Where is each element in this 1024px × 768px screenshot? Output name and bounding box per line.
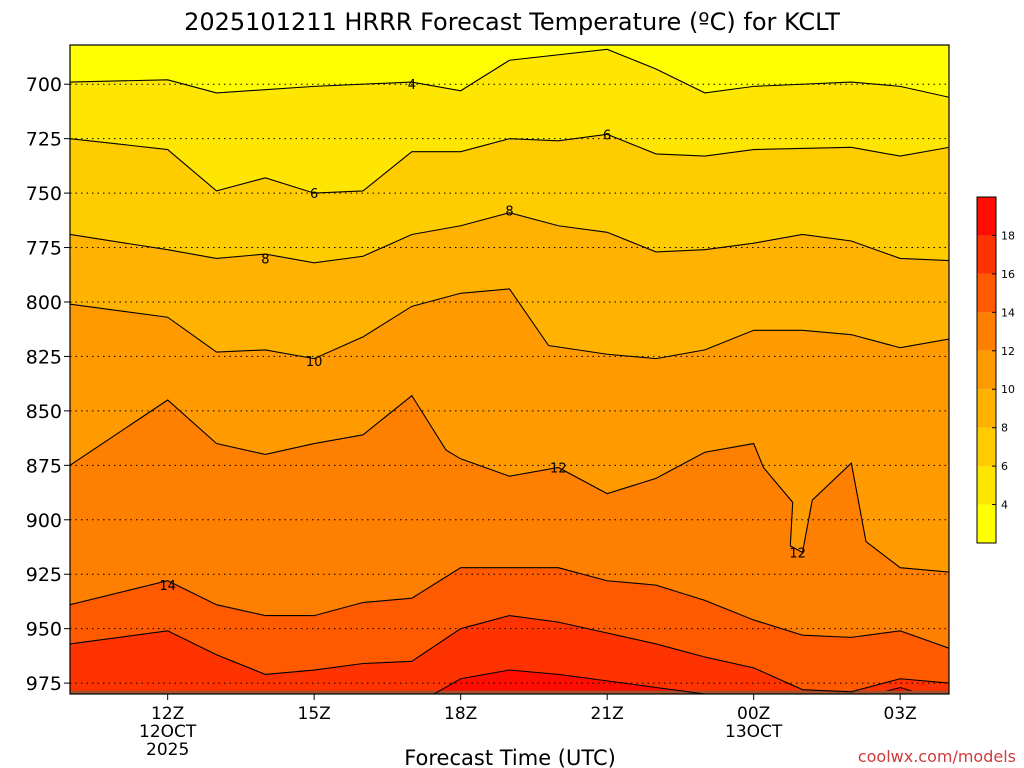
y-tick-label-950: 950 xyxy=(26,619,62,641)
y-tick-label-925: 925 xyxy=(26,564,62,586)
colorbar-swatch-2 xyxy=(977,504,996,543)
band-above-16 xyxy=(70,615,949,694)
colorbar-label-8: 8 xyxy=(1001,422,1008,435)
colorbar-swatch-18 xyxy=(977,197,996,236)
ground-layer xyxy=(70,690,949,694)
contour-12 xyxy=(70,394,949,573)
y-tick-label-875: 875 xyxy=(26,455,62,477)
surface-ground xyxy=(70,690,949,694)
y-tick-label-850: 850 xyxy=(26,401,62,423)
y-tick-label-725: 725 xyxy=(26,129,62,151)
contour-10 xyxy=(70,288,949,360)
contour-label-12-b: 12 xyxy=(789,546,806,561)
colorbar-label-4: 4 xyxy=(1001,499,1008,512)
colorbar-swatch-14 xyxy=(977,273,996,313)
contour-4 xyxy=(70,48,949,98)
contour-label-6-b: 6 xyxy=(603,128,611,143)
x-tick-label-21Z: 21Z xyxy=(591,704,624,724)
contour-label-8: 8 xyxy=(261,252,269,267)
y-tick-label-700: 700 xyxy=(26,74,62,96)
colorbar-swatch-4 xyxy=(977,466,996,505)
x-tick-sublabel: 2025 xyxy=(146,740,189,760)
contour-label-6: 6 xyxy=(310,187,318,202)
contour-8 xyxy=(70,212,949,264)
isotherm-labels: 4 6 8 10 12 14 12 6 8 xyxy=(159,78,805,594)
x-tick-label-00Z: 00Z xyxy=(737,704,770,724)
contour-6 xyxy=(70,133,949,194)
colorbar: 4 6 8 10 12 14 16 18 xyxy=(976,196,1015,544)
colorbar-label-18: 18 xyxy=(1001,229,1015,242)
y-tick-label-800: 800 xyxy=(26,292,62,314)
contour-14 xyxy=(70,567,949,649)
y-tick-label-750: 750 xyxy=(26,183,62,205)
colorbar-frame xyxy=(976,196,997,544)
plot-frame xyxy=(69,44,950,695)
contour-label-10: 10 xyxy=(306,355,323,370)
colorbar-label-14: 14 xyxy=(1001,306,1015,319)
pressure-axis: 700 725 750 775 800 825 850 875 900 925 950 975 xyxy=(26,74,70,695)
band-above-18 xyxy=(434,670,705,694)
x-axis-label: Forecast Time (UTC) xyxy=(404,746,616,768)
colorbar-label-6: 6 xyxy=(1001,460,1008,473)
x-tick-label-12Z: 12Z xyxy=(151,704,184,724)
x-tick-sublabel: 12OCT xyxy=(139,722,197,742)
colorbar-swatch-8 xyxy=(977,389,996,428)
x-tick-label-18Z: 18Z xyxy=(444,704,477,724)
isotherm-contours xyxy=(70,48,949,694)
y-tick-label-775: 775 xyxy=(26,238,62,260)
x-tick-label-03Z: 03Z xyxy=(884,704,917,724)
colorbar-swatch-12 xyxy=(977,312,996,351)
x-tick-sublabel: 13OCT xyxy=(725,722,783,742)
contour-label-4: 4 xyxy=(408,78,416,93)
colorbar-swatch-6 xyxy=(977,427,996,467)
y-tick-label-975: 975 xyxy=(26,673,62,695)
colorbar-swatch-10 xyxy=(977,350,996,390)
x-tick-label-15Z: 15Z xyxy=(298,704,331,724)
temperature-fill-bands xyxy=(70,45,949,694)
y-tick-label-825: 825 xyxy=(26,346,62,368)
contour-label-14: 14 xyxy=(159,579,176,594)
y-tick-label-900: 900 xyxy=(26,510,62,532)
colorbar-label-16: 16 xyxy=(1001,268,1015,281)
colorbar-label-10: 10 xyxy=(1001,383,1015,396)
contour-18 xyxy=(433,669,705,694)
contour-label-8-b: 8 xyxy=(505,205,513,220)
contour-label-12: 12 xyxy=(550,462,567,477)
chart-title: 2025101211 HRRR Forecast Temperature (ºC… xyxy=(184,8,840,36)
colorbar-label-12: 12 xyxy=(1001,345,1015,358)
colorbar-swatch-16 xyxy=(977,235,996,274)
contour-16 xyxy=(70,615,949,693)
watermark: coolwx.com/models xyxy=(858,747,1016,766)
